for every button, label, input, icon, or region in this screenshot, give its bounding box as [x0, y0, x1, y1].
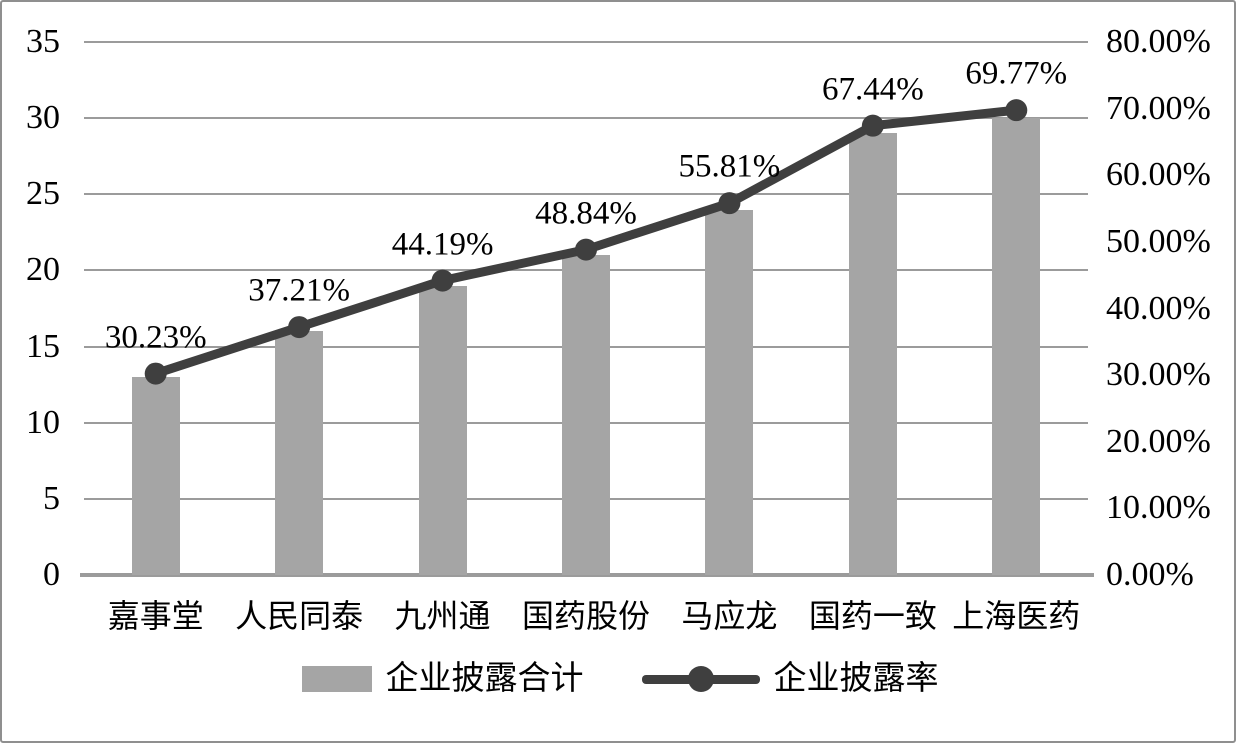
gridline: [84, 345, 1088, 348]
x-axis-category-label: 国药股份: [521, 598, 651, 634]
line-marker: [288, 316, 311, 339]
x-axis-category-label: 嘉事堂: [107, 598, 204, 634]
gridline: [84, 269, 1088, 272]
right-axis-tick-label: 40.00%: [1106, 289, 1211, 327]
data-label: 67.44%: [821, 71, 924, 108]
left-axis-tick-label: 35: [26, 23, 60, 60]
x-axis-category-label: 国药一致: [808, 598, 937, 634]
bar-series-swatch: [301, 666, 372, 692]
left-axis-tick-label: 30: [26, 99, 60, 137]
left-axis-tick-label: 0: [43, 556, 60, 593]
legend-label-line-series: 企业披露率: [773, 660, 939, 697]
line-series-swatch-dot: [687, 666, 714, 692]
gridline: [84, 117, 1088, 120]
line-marker: [575, 238, 597, 261]
right-axis-tick-label: 70.00%: [1106, 89, 1211, 127]
chart-legend: 企业披露合计 企业披露率: [2, 654, 1234, 704]
gridline: [84, 421, 1088, 424]
gridline: [84, 497, 1088, 500]
bar: [562, 255, 610, 575]
data-label: 48.84%: [535, 195, 637, 232]
right-axis-tick-label: 60.00%: [1106, 156, 1211, 194]
right-axis-tick-label: 80.00%: [1106, 23, 1211, 60]
x-axis-category-label: 上海医药: [952, 598, 1081, 634]
left-axis-tick-label: 10: [26, 403, 60, 441]
legend-item-line-series: 企业披露率: [641, 660, 939, 697]
data-label: 30.23%: [104, 319, 207, 356]
line-series-path: [154, 105, 1017, 378]
right-axis-tick-label: 50.00%: [1106, 222, 1211, 260]
bar: [275, 331, 324, 575]
bar: [705, 209, 754, 575]
line-marker: [144, 362, 167, 385]
data-label: 55.81%: [678, 148, 781, 185]
left-axis-tick-label: 5: [43, 479, 60, 517]
x-axis-category-label: 马应龙: [681, 598, 778, 634]
data-label: 44.19%: [391, 226, 494, 263]
line-marker: [861, 114, 884, 137]
bar: [418, 285, 467, 575]
legend-label-bar-series: 企业披露合计: [385, 660, 584, 697]
gridline: [84, 193, 1088, 196]
right-axis-tick-label: 30.00%: [1106, 356, 1211, 394]
right-axis-tick-label: 10.00%: [1106, 489, 1211, 527]
left-axis-tick-label: 25: [26, 175, 60, 213]
legend-item-bar-series: 企业披露合计: [301, 660, 584, 697]
left-axis-tick-label: 15: [26, 327, 60, 365]
gridline: [84, 41, 1088, 43]
line-marker: [1005, 99, 1028, 122]
data-label: 37.21%: [248, 272, 351, 309]
bar: [131, 377, 180, 575]
bar: [848, 133, 897, 575]
line-series-swatch: [641, 666, 760, 692]
left-axis-tick-label: 20: [26, 251, 60, 289]
bar: [992, 118, 1041, 575]
x-axis-line: [80, 573, 1094, 577]
x-axis-category-label: 九州通: [394, 598, 491, 634]
line-marker: [718, 192, 741, 215]
right-axis-tick-label: 20.00%: [1106, 422, 1211, 460]
right-axis-tick-label: 0.00%: [1106, 556, 1194, 593]
line-marker: [431, 269, 454, 292]
x-axis-category-label: 人民同泰: [235, 598, 364, 634]
data-label: 69.77%: [965, 55, 1068, 92]
